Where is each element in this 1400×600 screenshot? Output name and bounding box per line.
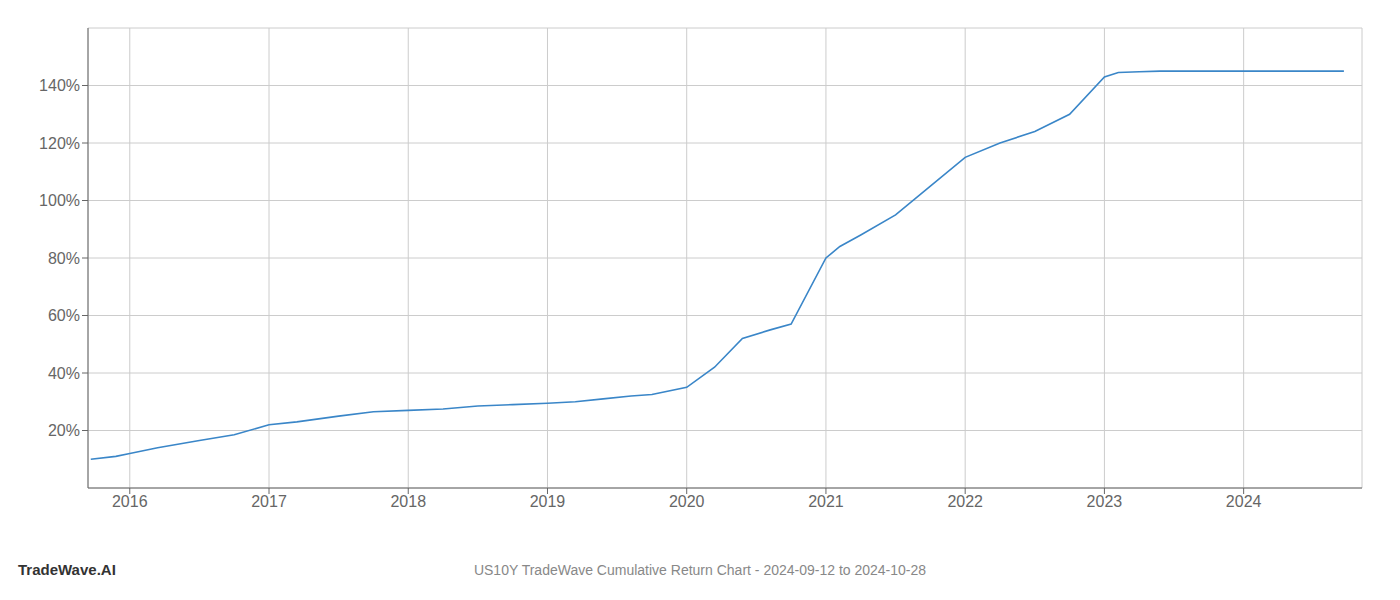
- svg-text:2017: 2017: [251, 493, 287, 510]
- svg-text:100%: 100%: [39, 192, 80, 209]
- svg-text:120%: 120%: [39, 135, 80, 152]
- svg-text:2019: 2019: [530, 493, 566, 510]
- svg-text:20%: 20%: [48, 422, 80, 439]
- svg-text:2023: 2023: [1087, 493, 1123, 510]
- svg-text:60%: 60%: [48, 307, 80, 324]
- svg-text:2022: 2022: [947, 493, 983, 510]
- svg-text:80%: 80%: [48, 250, 80, 267]
- svg-text:2024: 2024: [1226, 493, 1262, 510]
- html-text:TradeWave.AI: TradeWave.AI: [18, 561, 116, 578]
- html-text:US10Y TradeWave Cumulative Ret: US10Y TradeWave Cumulative Return Chart …: [473, 562, 927, 578]
- svg-text:40%: 40%: [48, 365, 80, 382]
- svg-text:2020: 2020: [669, 493, 705, 510]
- svg-text:2018: 2018: [390, 493, 426, 510]
- svg-text:140%: 140%: [39, 77, 80, 94]
- svg-text:2021: 2021: [808, 493, 844, 510]
- svg-text:2016: 2016: [112, 493, 148, 510]
